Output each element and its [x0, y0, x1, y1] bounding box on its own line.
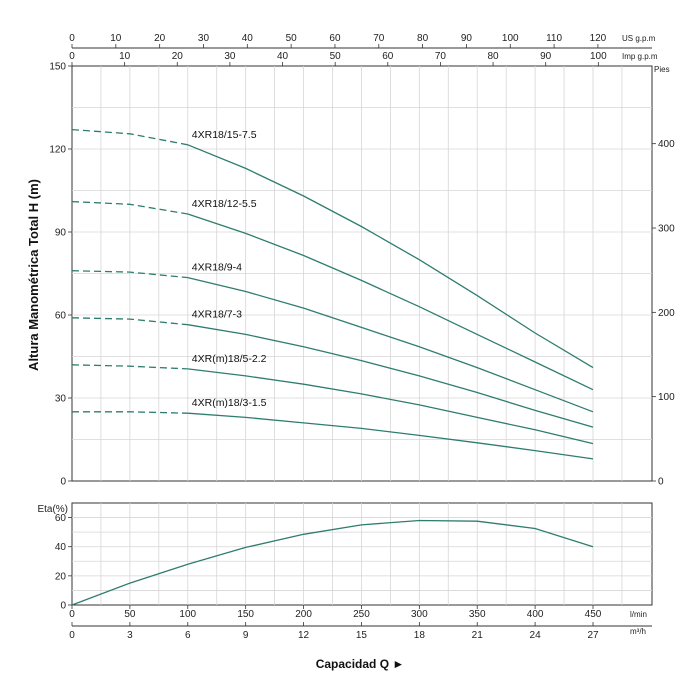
lpm-tick-label: 250 [353, 609, 370, 620]
m3h-tick-label: 21 [472, 630, 484, 641]
us-gpm-unit: US g.p.m [622, 34, 656, 43]
imp-gpm-tick-label: 0 [69, 51, 75, 62]
y-tick-label: 120 [49, 145, 66, 156]
y-axis-label: Altura Manométrica Total H (m) [26, 179, 41, 371]
lpm-tick-label: 0 [69, 609, 75, 620]
us-gpm-tick-label: 50 [286, 33, 298, 44]
head-curve-3 [187, 324, 594, 428]
lpm-tick-label: 350 [469, 609, 486, 620]
curve-label: 4XR(m)18/3-1.5 [192, 397, 267, 409]
efficiency-curve [71, 519, 594, 606]
us-gpm-tick-label: 120 [590, 33, 607, 44]
y-tick-label: 30 [55, 394, 67, 405]
lpm-tick-label: 50 [124, 609, 136, 620]
imp-gpm-tick-label: 30 [224, 51, 236, 62]
imp-gpm-tick-label: 10 [119, 51, 131, 62]
imp-gpm-tick-label: 50 [330, 51, 342, 62]
us-gpm-tick-label: 90 [461, 33, 473, 44]
imp-gpm-unit: Imp g.p.m [622, 52, 658, 61]
eta-axis-label: Eta(%) [37, 504, 68, 515]
head-curve-5 [187, 412, 594, 460]
right-tick-label: 200 [658, 308, 675, 319]
head-curve-0 [187, 144, 594, 369]
y-tick-label: 0 [60, 477, 66, 488]
eta-tick-label: 60 [55, 513, 67, 524]
imp-gpm-tick-label: 70 [435, 51, 447, 62]
us-gpm-tick-label: 30 [198, 33, 210, 44]
head-curve-dashed-3 [71, 317, 188, 326]
right-tick-label: 100 [658, 392, 675, 403]
imp-gpm-tick-label: 100 [590, 51, 607, 62]
imp-gpm-tick-label: 20 [172, 51, 184, 62]
head-curve-dashed-4 [71, 364, 188, 370]
lpm-tick-label: 100 [179, 609, 196, 620]
us-gpm-tick-label: 20 [154, 33, 166, 44]
efficiency-plot-frame [71, 502, 653, 606]
right-tick-label: 400 [658, 139, 675, 150]
right-axis-unit: Pies [654, 65, 670, 74]
head-curve-dashed-0 [71, 128, 188, 146]
curve-label: 4XR18/7-3 [192, 309, 242, 321]
m3h-tick-label: 27 [587, 630, 599, 641]
m3h-tick-label: 9 [243, 630, 249, 641]
m3h-tick-label: 18 [414, 630, 426, 641]
us-gpm-tick-label: 10 [110, 33, 122, 44]
m3h-tick-label: 24 [530, 630, 542, 641]
eta-tick-label: 40 [55, 542, 67, 553]
imp-gpm-tick-label: 40 [277, 51, 289, 62]
curve-label: 4XR(m)18/5-2.2 [192, 353, 267, 365]
m3h-unit: m³/h [630, 627, 646, 636]
head-curve-1 [187, 213, 594, 391]
curve-label: 4XR18/15-7.5 [192, 129, 257, 141]
us-gpm-tick-label: 110 [546, 33, 562, 44]
head-curve-dashed-5 [72, 411, 188, 414]
head-curve-dashed-1 [71, 200, 188, 215]
lpm-tick-label: 300 [411, 609, 428, 620]
head-curve-2 [187, 276, 594, 413]
us-gpm-tick-label: 0 [69, 33, 75, 44]
curve-label: 4XR18/9-4 [192, 262, 242, 274]
imp-gpm-tick-label: 60 [382, 51, 394, 62]
us-gpm-tick-label: 100 [502, 33, 519, 44]
lpm-tick-label: 200 [295, 609, 312, 620]
us-gpm-tick-label: 60 [329, 33, 341, 44]
m3h-tick-label: 12 [298, 630, 310, 641]
m3h-tick-label: 3 [127, 630, 133, 641]
head-curve-4 [187, 368, 594, 445]
y-tick-label: 60 [55, 311, 67, 322]
lpm-tick-label: 150 [237, 609, 254, 620]
y-tick-label: 150 [49, 62, 66, 73]
right-tick-label: 300 [658, 224, 675, 235]
us-gpm-tick-label: 80 [417, 33, 429, 44]
right-tick-label: 0 [658, 477, 664, 488]
m3h-tick-label: 6 [185, 630, 191, 641]
lpm-tick-label: 400 [527, 609, 544, 620]
x-axis-label: Capacidad Q ► [316, 657, 405, 671]
curve-label: 4XR18/12-5.5 [192, 198, 257, 210]
lpm-unit: l/min [630, 610, 647, 619]
us-gpm-tick-label: 70 [373, 33, 385, 44]
y-tick-label: 90 [55, 228, 67, 239]
lpm-tick-label: 450 [585, 609, 602, 620]
head-curve-dashed-2 [71, 270, 188, 279]
imp-gpm-tick-label: 90 [540, 51, 552, 62]
m3h-tick-label: 0 [69, 630, 75, 641]
eta-tick-label: 0 [60, 601, 66, 612]
us-gpm-tick-label: 40 [242, 33, 254, 44]
imp-gpm-tick-label: 80 [488, 51, 500, 62]
eta-tick-label: 20 [55, 571, 67, 582]
m3h-tick-label: 15 [356, 630, 368, 641]
